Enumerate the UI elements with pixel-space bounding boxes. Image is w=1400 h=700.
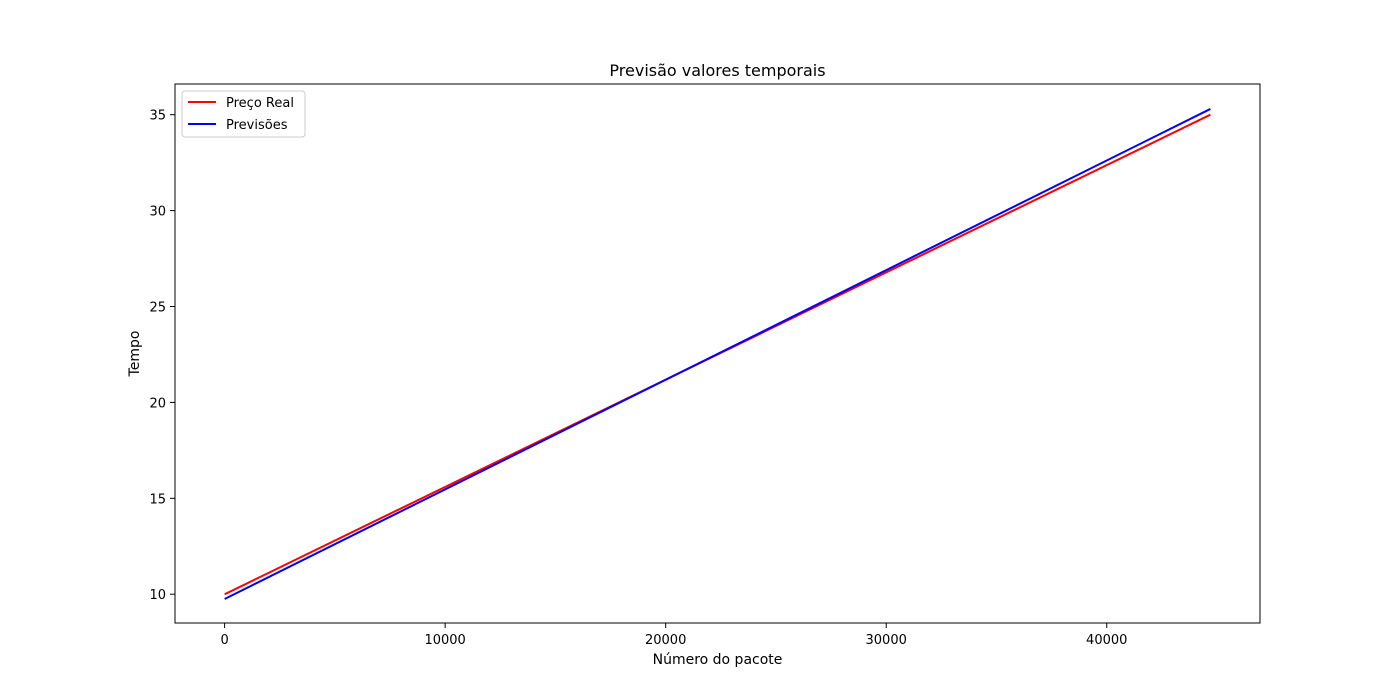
x-axis-label: Número do pacote [653,652,783,668]
series-group [224,108,1211,600]
x-tick-label: 10000 [424,633,465,648]
legend-label-2: Previsões [226,118,288,133]
y-axis-label: Tempo [127,331,143,378]
y-tick-label: 35 [149,109,166,124]
y-tick-label: 15 [149,492,166,507]
x-tick-label: 0 [220,633,228,648]
y-tick-label: 20 [149,396,166,411]
x-tick-label: 30000 [866,633,907,648]
legend: Preço Real Previsões [181,90,306,138]
x-tick-label: 40000 [1086,633,1127,648]
series-line-2 [224,108,1211,600]
y-tick-label: 10 [149,588,166,603]
plot-frame [174,83,1261,624]
y-tick-label: 30 [149,205,166,220]
plot-area: 0 10000 20000 30000 40000 10 15 20 25 30 35 [149,83,1261,648]
legend-label-1: Preço Real [226,96,294,111]
x-tick-label: 20000 [645,633,686,648]
chart-title: Previsão valores temporais [609,61,825,80]
y-tick-label: 25 [149,301,166,316]
